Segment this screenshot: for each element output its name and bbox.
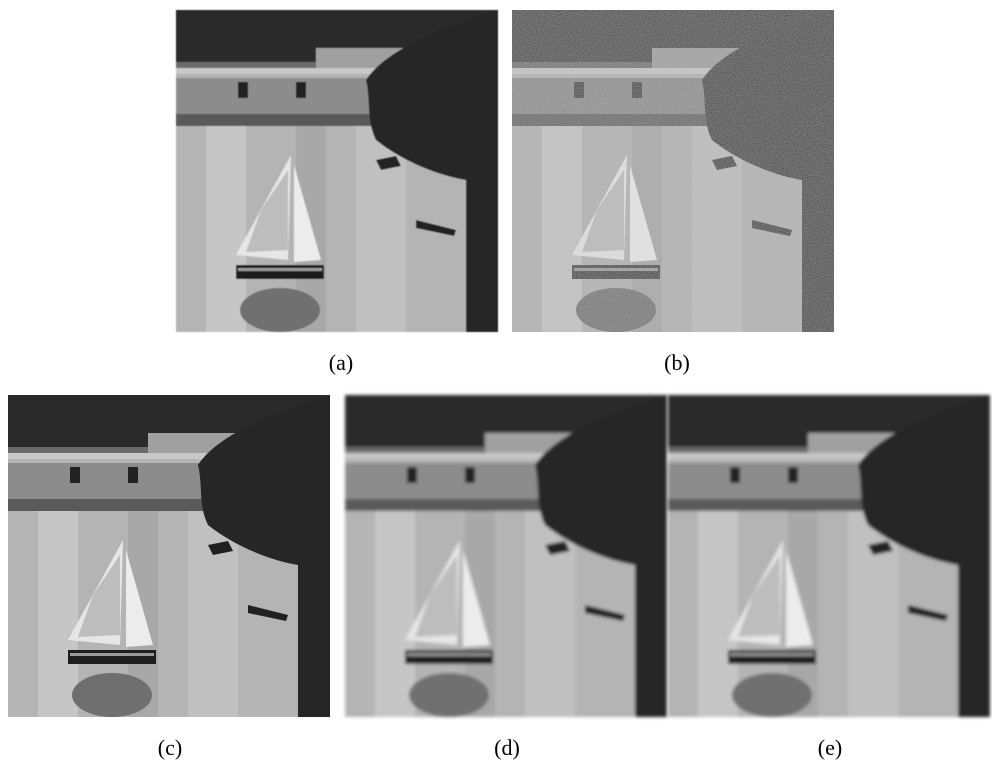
image-e	[668, 395, 990, 717]
caption: (b)	[664, 350, 690, 375]
image-d	[345, 395, 667, 717]
caption: (a)	[329, 350, 353, 375]
caption: (c)	[158, 735, 182, 760]
caption: (d)	[494, 735, 520, 760]
caption: (e)	[818, 735, 842, 760]
figure: (a) (b) (c) (d) (e)	[0, 0, 992, 763]
image-a	[176, 10, 498, 332]
image-c	[8, 395, 330, 717]
image-b	[512, 10, 834, 332]
